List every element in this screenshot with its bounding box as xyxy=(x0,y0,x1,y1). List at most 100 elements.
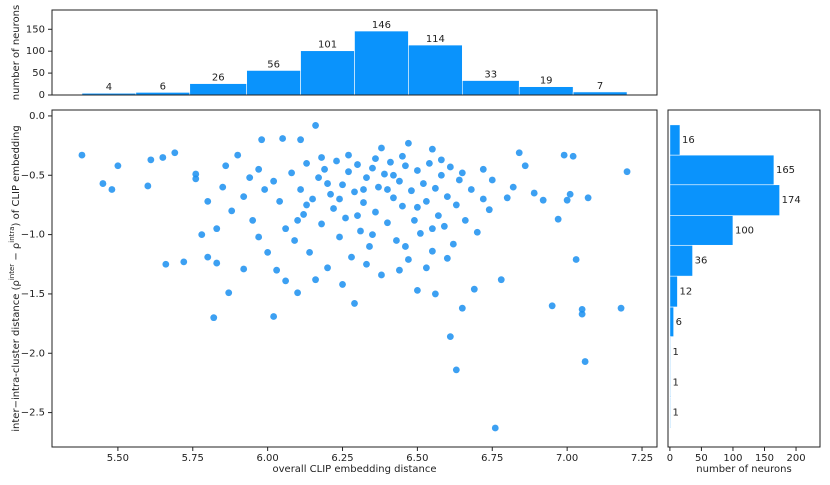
point xyxy=(180,258,188,266)
x-tick-label: 50 xyxy=(695,453,708,464)
point xyxy=(249,216,257,224)
point xyxy=(554,215,562,223)
point xyxy=(318,154,325,161)
point xyxy=(458,169,466,177)
point xyxy=(452,366,460,374)
point xyxy=(297,186,304,193)
x-tick-label: 200 xyxy=(786,453,805,464)
value-label: 36 xyxy=(695,256,708,267)
point xyxy=(258,136,266,144)
point xyxy=(303,159,310,167)
point xyxy=(485,206,493,214)
point xyxy=(273,266,281,274)
point xyxy=(192,175,200,183)
y-tick-label: 0.0 xyxy=(29,111,45,122)
point xyxy=(369,164,376,172)
point xyxy=(144,182,152,190)
point xyxy=(372,155,379,163)
y-axis-label-part: − xyxy=(11,249,22,264)
point xyxy=(393,237,400,244)
point xyxy=(159,154,167,161)
point xyxy=(437,171,445,179)
bar xyxy=(669,396,671,429)
point xyxy=(416,230,424,237)
point xyxy=(413,167,421,174)
x-tick-label: 6.75 xyxy=(481,453,503,464)
value-label: 12 xyxy=(679,287,692,298)
point xyxy=(396,177,403,185)
point xyxy=(369,231,376,238)
bar xyxy=(354,30,409,96)
point xyxy=(306,248,313,256)
y-axis-label-part: inter−intra-cluster distance ( xyxy=(11,286,22,431)
x-axis-label: number of neurons xyxy=(696,464,791,475)
point xyxy=(204,253,212,261)
point xyxy=(422,264,430,272)
point xyxy=(411,216,418,224)
x-tick-label: 5.75 xyxy=(182,453,204,464)
axes-frame xyxy=(667,109,821,448)
point xyxy=(240,265,248,273)
x-tick-label: 7.25 xyxy=(631,453,653,464)
value-label: 4 xyxy=(106,82,112,93)
point xyxy=(297,136,304,144)
x-tick-label: 6.00 xyxy=(257,453,279,464)
bar xyxy=(408,44,463,96)
value-label: 165 xyxy=(776,165,795,176)
point xyxy=(390,194,397,202)
point xyxy=(413,203,421,211)
value-label: 6 xyxy=(676,317,682,328)
bar xyxy=(300,50,355,96)
point xyxy=(282,277,290,285)
point xyxy=(560,151,568,159)
point xyxy=(381,170,388,178)
point xyxy=(572,256,580,263)
point xyxy=(270,313,278,320)
axes-frame xyxy=(51,109,658,448)
point xyxy=(470,285,478,293)
point xyxy=(255,165,263,173)
bar xyxy=(669,154,775,186)
value-label: 33 xyxy=(484,70,497,81)
point xyxy=(261,186,269,193)
point xyxy=(321,165,328,173)
point xyxy=(264,248,272,256)
point xyxy=(446,333,454,341)
point xyxy=(348,253,355,261)
point xyxy=(336,233,343,241)
point xyxy=(375,183,382,191)
point xyxy=(312,276,319,284)
point xyxy=(324,180,331,187)
point xyxy=(467,186,475,193)
bar xyxy=(669,306,674,337)
y-tick-label: −0.5 xyxy=(21,170,45,181)
point xyxy=(366,243,373,250)
point xyxy=(276,197,284,205)
x-tick-label: 100 xyxy=(723,453,742,464)
value-label: 146 xyxy=(372,20,391,31)
point xyxy=(318,220,325,228)
point xyxy=(228,207,236,215)
point xyxy=(99,180,107,187)
point xyxy=(78,151,86,159)
point xyxy=(473,228,481,236)
point xyxy=(342,214,349,222)
point xyxy=(521,162,529,170)
value-label: 7 xyxy=(597,81,603,92)
value-label: 114 xyxy=(426,34,445,45)
point xyxy=(488,176,496,184)
point xyxy=(428,247,436,255)
point xyxy=(357,227,364,235)
x-tick-label: 5.50 xyxy=(107,453,129,464)
value-label: 174 xyxy=(782,195,801,206)
point xyxy=(396,266,403,274)
point xyxy=(360,199,367,206)
point xyxy=(234,151,242,159)
bar xyxy=(669,124,681,156)
point xyxy=(440,222,448,230)
point xyxy=(455,176,463,184)
value-label: 16 xyxy=(682,135,695,146)
point xyxy=(405,139,412,147)
point xyxy=(336,195,343,203)
y-axis-label-part: ρ xyxy=(11,280,22,286)
